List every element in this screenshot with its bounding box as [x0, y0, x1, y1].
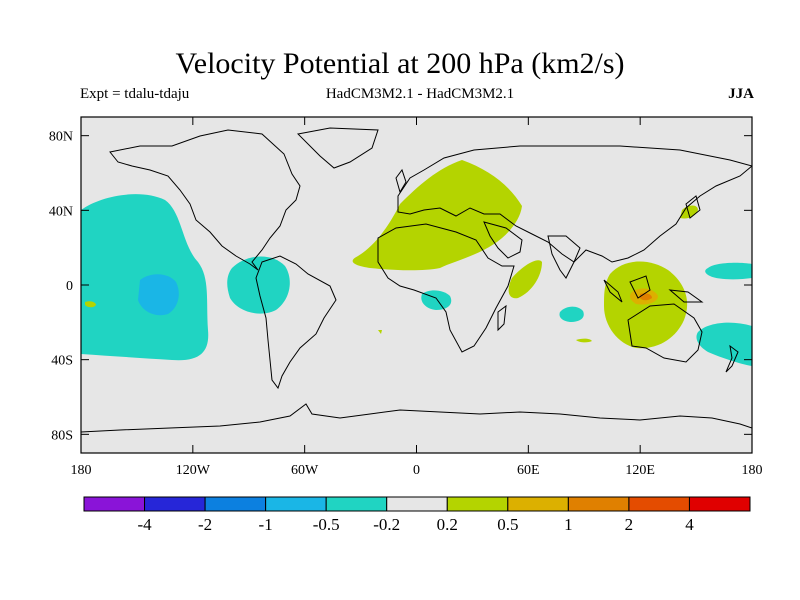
x-tick-label: 180 [71, 463, 92, 478]
colorbar-swatch-6 [446, 496, 509, 512]
coast-new-guinea [668, 289, 704, 303]
positive-region-maritime-continent [604, 261, 688, 349]
coast-north-america [109, 129, 301, 271]
colorbar-label: -0.2 [373, 515, 400, 534]
colorbar-label: 0.2 [437, 515, 458, 534]
x-tick-label: 60E [517, 463, 540, 478]
colorbar-swatch-0 [83, 496, 146, 512]
colorbar-label: 2 [625, 515, 634, 534]
colorbar-label: 1 [564, 515, 573, 534]
x-tick-label: 0 [413, 463, 420, 478]
colorbar-label: -0.5 [313, 515, 340, 534]
axis-ticks: 80N 40N 0 40S 80S 180 120W 60W 0 60E 120E 180 [49, 117, 763, 478]
coast-australia [627, 303, 703, 363]
negative-region-east-pacific [227, 256, 290, 314]
coast-madagascar [497, 304, 507, 332]
negative-region-southwest-pacific [696, 322, 752, 366]
colorbar: -4 -2 -1 -0.5 -0.2 0.2 0.5 1 2 4 [83, 496, 751, 534]
colorbar-label: -1 [259, 515, 273, 534]
positive-speck-pacific [85, 301, 96, 308]
y-tick-label: 40S [51, 354, 73, 369]
coast-greenland [296, 127, 379, 169]
coast-antarctica [81, 403, 752, 433]
colorbar-swatch-9 [628, 496, 690, 512]
negative-region-west-pacific [705, 262, 752, 280]
experiment-label: Expt = tdalu-tdaju [80, 86, 190, 102]
coast-south-america [255, 255, 337, 390]
y-tick-label: 80S [51, 428, 73, 443]
negative-region-south-indian-ocean [559, 306, 584, 322]
colorbar-swatch-7 [507, 496, 569, 512]
colorbar-swatch-3 [265, 496, 327, 512]
coast-new-zealand [725, 344, 739, 373]
colorbar-swatch-1 [144, 496, 206, 512]
coast-eurasia [397, 145, 752, 263]
y-tick-label: 0 [66, 279, 73, 294]
y-tick-label: 80N [49, 130, 73, 145]
colorbar-label: -4 [137, 515, 152, 534]
colorbar-swatch-8 [567, 496, 630, 512]
strong-negative-region-pacific [138, 274, 179, 316]
coast-japan [685, 195, 701, 219]
coast-british-isles [395, 168, 407, 194]
y-tick-label: 40N [49, 204, 73, 219]
positive-region-europe-africa [352, 160, 522, 271]
colorbar-label: 0.5 [497, 515, 518, 534]
x-tick-label: 180 [742, 463, 763, 478]
contour-fields [81, 127, 752, 433]
season-label: JJA [728, 86, 754, 102]
positive-speck-indian-ocean [576, 338, 592, 343]
x-tick-label: 60W [291, 463, 319, 478]
coastlines [81, 127, 752, 433]
colorbar-swatch-2 [204, 496, 267, 512]
colorbar-label: 4 [685, 515, 694, 534]
coast-arabia [483, 221, 523, 259]
coast-borneo [629, 275, 651, 299]
positive-region-east-africa [508, 260, 542, 299]
coast-africa [377, 223, 515, 353]
x-tick-label: 120W [176, 463, 211, 478]
colorbar-label: -2 [198, 515, 212, 534]
coast-india [547, 235, 581, 279]
chart-title: Velocity Potential at 200 hPa (km2/s) [175, 47, 625, 80]
colorbar-swatch-4 [325, 496, 388, 512]
colorbar-swatch-10 [688, 496, 751, 512]
colorbar-swatch-5 [386, 496, 448, 512]
model-label: HadCM3M2.1 - HadCM3M2.1 [325, 86, 515, 102]
x-tick-label: 120E [625, 463, 655, 478]
positive-speck-south-atlantic [378, 330, 382, 334]
coast-sumatra [603, 279, 623, 303]
